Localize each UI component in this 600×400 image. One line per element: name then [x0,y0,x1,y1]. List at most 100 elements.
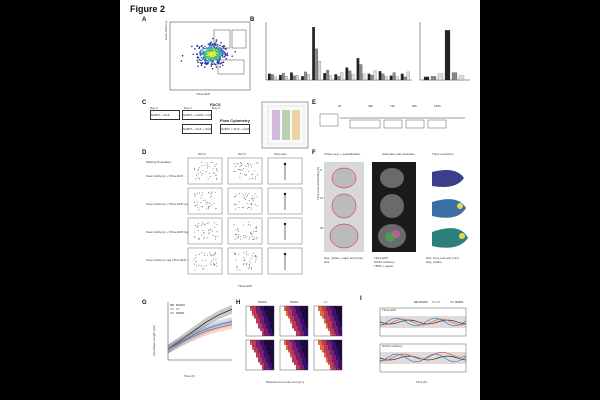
panel-b-label: B [250,17,255,23]
panel-h-cell [296,360,298,363]
panel-h-cell [264,316,266,319]
panel-h-cell [298,328,300,331]
panel-h-cell [256,313,258,316]
panel-h-cell [260,365,262,368]
panel-h-cell [268,313,270,316]
panel-h-cell [304,360,306,363]
panel-a-dot [211,43,213,45]
panel-a-dot [222,52,225,55]
panel-h-cell [324,328,326,331]
panel-h-cell [316,311,318,314]
panel-h-cell [252,316,254,319]
panel-d-dot [195,265,197,267]
panel-h-cell [284,352,286,355]
panel-d-dot [250,257,252,259]
panel-h-cell [258,360,260,363]
panel-h-cell [292,342,294,345]
panel-h-cell [330,347,332,350]
panel-a-dot [217,45,219,48]
panel-a-dot [199,52,201,55]
panel-h-cell [266,331,268,334]
panel-h-cell [282,328,284,331]
panel-h-cell [250,333,252,336]
panel-h-cell [270,331,272,334]
panel-h-cell [314,350,316,353]
panel-b-bar [367,73,371,81]
panel-d-dot [245,193,247,195]
panel-h-cell [292,365,294,368]
panel-a-dot [224,55,226,57]
panel-h-cell [298,340,300,343]
panel-a-gate-3 [217,59,245,75]
panel-d-dot [202,170,204,172]
panel-d-dot [255,261,257,263]
panel-h-cell [258,365,260,368]
panel-h-cell [304,362,306,365]
panel-a-dot [180,60,183,62]
panel-h-cell [326,318,328,321]
panel-h-cell [268,316,270,319]
panel-h-cell [250,313,252,316]
panel-h-cell [248,340,250,343]
panel-h-cell [294,360,296,363]
panel-h-cell [264,313,266,316]
panel-h-cell [252,313,254,316]
panel-h-cell [302,357,304,360]
panel-h-cell [292,323,294,326]
panel-h-cell [302,360,304,363]
panel-h-cell [338,342,340,345]
panel-a-dot [203,47,205,50]
panel-h-cell [286,367,288,370]
panel-d-dot [243,235,245,237]
panel-h-cell [316,326,318,329]
panel-d-arrowhead [283,222,287,226]
panel-h-cell [254,318,256,321]
panel-h-cell [322,306,324,309]
panel-h-cell [298,367,300,370]
panel-i-legend-label: DMSO [419,300,429,304]
panel-h-cell [272,367,274,370]
panel-a-dot [200,45,203,47]
panel-e-t4: 120h [434,104,441,108]
panel-h-cell [266,365,268,368]
panel-h-cell [282,308,284,311]
panel-d-dot [204,223,206,225]
panel-d-dot [208,232,210,234]
panel-h-cell [266,311,268,314]
panel-a-dot [219,52,222,55]
panel-h-cell [290,308,292,311]
panel-h-cell [336,326,338,329]
panel-a-dot [219,44,221,47]
panel-h-cell [268,308,270,311]
panel-d-dot [255,254,257,256]
panel-h-cell [326,313,328,316]
panel-d-dot [201,234,203,236]
panel-h-cell [262,318,264,321]
panel-d-dot [239,165,241,167]
panel-h-cell [296,357,298,360]
panel-h-cell [286,318,288,321]
panel-h-cell [292,350,294,353]
panel-h-cell [294,365,296,368]
panel-h-cell [324,347,326,350]
panel-h-cell [272,355,274,358]
panel-h-cell [320,360,322,363]
panel-h-cell [300,311,302,314]
panel-h-cell [246,350,248,353]
panel-h-cell [270,333,272,336]
panel-h-cell [282,333,284,336]
panel-d-dot [214,165,216,167]
panel-b-bar [278,74,282,81]
panel-i-legend-label: LY [437,300,440,304]
panel-h-cell [298,360,300,363]
panel-h-cell [328,352,330,355]
panel-h-cell [322,340,324,343]
panel-h-cell [300,308,302,311]
panel-d-dot [216,163,218,165]
panel-h-cell [266,333,268,336]
panel-h-cell [268,362,270,365]
panel-h-cell [280,357,282,360]
panel-h-cell [266,367,268,370]
panel-h-cell [304,308,306,311]
panel-d-dot [213,258,215,260]
